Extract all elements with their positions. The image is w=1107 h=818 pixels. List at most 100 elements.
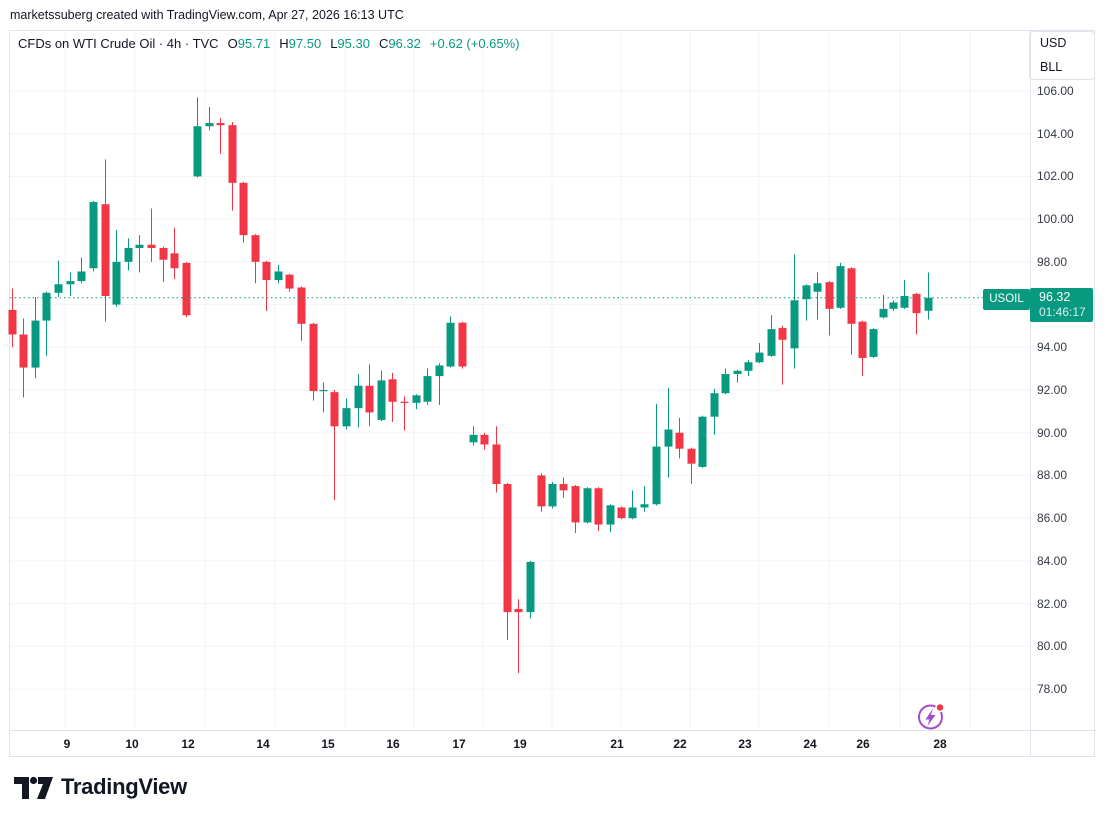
candle-body bbox=[297, 287, 306, 324]
candle-body bbox=[628, 507, 637, 519]
candle-body bbox=[652, 446, 661, 505]
ohlc-low: L95.30 bbox=[330, 36, 370, 51]
price-axis-label: 102.00 bbox=[1037, 169, 1074, 184]
currency-label[interactable]: USD bbox=[1040, 36, 1067, 51]
candle-body bbox=[435, 365, 444, 377]
lightning-events-icon[interactable] bbox=[916, 702, 946, 732]
candle-body bbox=[193, 126, 202, 177]
candle-body bbox=[8, 309, 17, 335]
price-axis[interactable]: 106.00 104.00 102.00 100.00 98.00 94.00 92.00 9… bbox=[1030, 30, 1096, 757]
candle-body bbox=[251, 235, 260, 262]
time-axis[interactable]: 9 10 12 14 15 16 17 19 21 22 23 24 26 28 bbox=[9, 730, 1096, 757]
candle-body bbox=[262, 261, 271, 281]
candle-body bbox=[514, 608, 523, 613]
candle-body bbox=[170, 253, 179, 269]
time-axis-label: 21 bbox=[610, 737, 624, 751]
candle-body bbox=[813, 283, 822, 292]
candle-body bbox=[285, 274, 294, 289]
time-axis-label: 10 bbox=[125, 737, 139, 751]
price-axis-label: 98.00 bbox=[1037, 254, 1068, 269]
price-axis-label: 100.00 bbox=[1037, 212, 1074, 227]
symbol-price-line-label: USOIL bbox=[983, 289, 1030, 310]
candle-body bbox=[733, 370, 742, 374]
time-axis-label: 12 bbox=[181, 737, 195, 751]
last-price-badge: 96.32 01:46:17 bbox=[1030, 288, 1093, 322]
candle-body bbox=[159, 247, 168, 260]
price-axis-label: 104.00 bbox=[1037, 126, 1074, 141]
candle-body bbox=[77, 271, 86, 282]
candle-body bbox=[912, 293, 921, 314]
attribution-text: marketssuberg created with TradingView.c… bbox=[10, 8, 404, 22]
candle-body bbox=[744, 362, 753, 371]
candle-body bbox=[571, 486, 580, 523]
time-axis-label: 19 bbox=[513, 737, 527, 751]
time-axis-label: 9 bbox=[63, 737, 71, 751]
time-axis-label: 24 bbox=[803, 737, 817, 751]
candle-body bbox=[112, 261, 121, 305]
candle-body bbox=[640, 504, 649, 508]
symbol-header[interactable]: CFDs on WTI Crude Oil · 4h · TVC O95.71 … bbox=[18, 36, 520, 51]
price-axis-label: 80.00 bbox=[1037, 639, 1068, 654]
candle-body bbox=[492, 444, 501, 484]
time-axis-separator bbox=[9, 730, 1096, 731]
candle-body bbox=[330, 392, 339, 427]
candle-body bbox=[147, 244, 156, 248]
candle-body bbox=[388, 379, 397, 402]
candle-body bbox=[675, 432, 684, 449]
time-axis-label: 17 bbox=[452, 737, 466, 751]
candle-body bbox=[89, 202, 98, 269]
candle-body bbox=[869, 329, 878, 357]
candle-body bbox=[216, 123, 225, 126]
candle-body bbox=[309, 323, 318, 392]
price-axis-label: 106.00 bbox=[1037, 84, 1074, 98]
time-axis-label: 22 bbox=[673, 737, 687, 751]
price-axis-label: 94.00 bbox=[1037, 340, 1068, 355]
candle-body bbox=[594, 488, 603, 525]
time-axis-label: 26 bbox=[856, 737, 870, 751]
candle-body bbox=[825, 282, 834, 309]
candle-body bbox=[583, 488, 592, 523]
candle-body bbox=[354, 385, 363, 409]
candle-body bbox=[606, 505, 615, 525]
candle-body bbox=[755, 352, 764, 363]
unit-label[interactable]: BLL bbox=[1040, 59, 1063, 74]
candle-body bbox=[66, 281, 75, 285]
tradingview-logo-mark bbox=[14, 776, 53, 799]
ohlc-high: H97.50 bbox=[279, 36, 322, 51]
candle-body bbox=[342, 408, 351, 427]
symbol-title[interactable]: CFDs on WTI Crude Oil · 4h · TVC bbox=[18, 36, 219, 51]
candle-body bbox=[503, 483, 512, 613]
candle-body bbox=[42, 292, 51, 321]
price-axis-label: 88.00 bbox=[1037, 468, 1068, 483]
tradingview-logo[interactable]: TradingView bbox=[14, 772, 187, 801]
candle-body bbox=[31, 320, 40, 368]
price-axis-separator bbox=[1030, 30, 1031, 757]
time-axis-label: 15 bbox=[321, 737, 335, 751]
candle-body bbox=[480, 434, 489, 445]
candle-body bbox=[836, 266, 845, 308]
candle-body bbox=[698, 416, 707, 467]
lightning-bolt-glyph bbox=[925, 708, 936, 726]
candle-body bbox=[802, 285, 811, 300]
currency-unit-box[interactable]: USD BLL bbox=[1029, 31, 1095, 80]
candle-body bbox=[526, 561, 535, 613]
price-change: +0.62 (+0.65%) bbox=[429, 36, 520, 51]
candle-body bbox=[365, 385, 374, 413]
candle-body bbox=[469, 434, 478, 443]
time-axis-label: 23 bbox=[738, 737, 752, 751]
tradingview-logo-text: TradingView bbox=[61, 773, 187, 799]
candle-body bbox=[548, 483, 557, 507]
candle-body bbox=[124, 247, 133, 262]
time-axis-label: 16 bbox=[386, 737, 400, 751]
candle-body bbox=[879, 308, 888, 318]
candle-body bbox=[228, 125, 237, 183]
candle-body bbox=[274, 271, 283, 281]
candle-body bbox=[319, 389, 328, 392]
alert-dot bbox=[935, 702, 945, 713]
candle-body bbox=[101, 204, 110, 297]
price-axis-label: 86.00 bbox=[1037, 511, 1068, 526]
chart-widget-border bbox=[9, 30, 1095, 757]
candle-body bbox=[790, 300, 799, 349]
